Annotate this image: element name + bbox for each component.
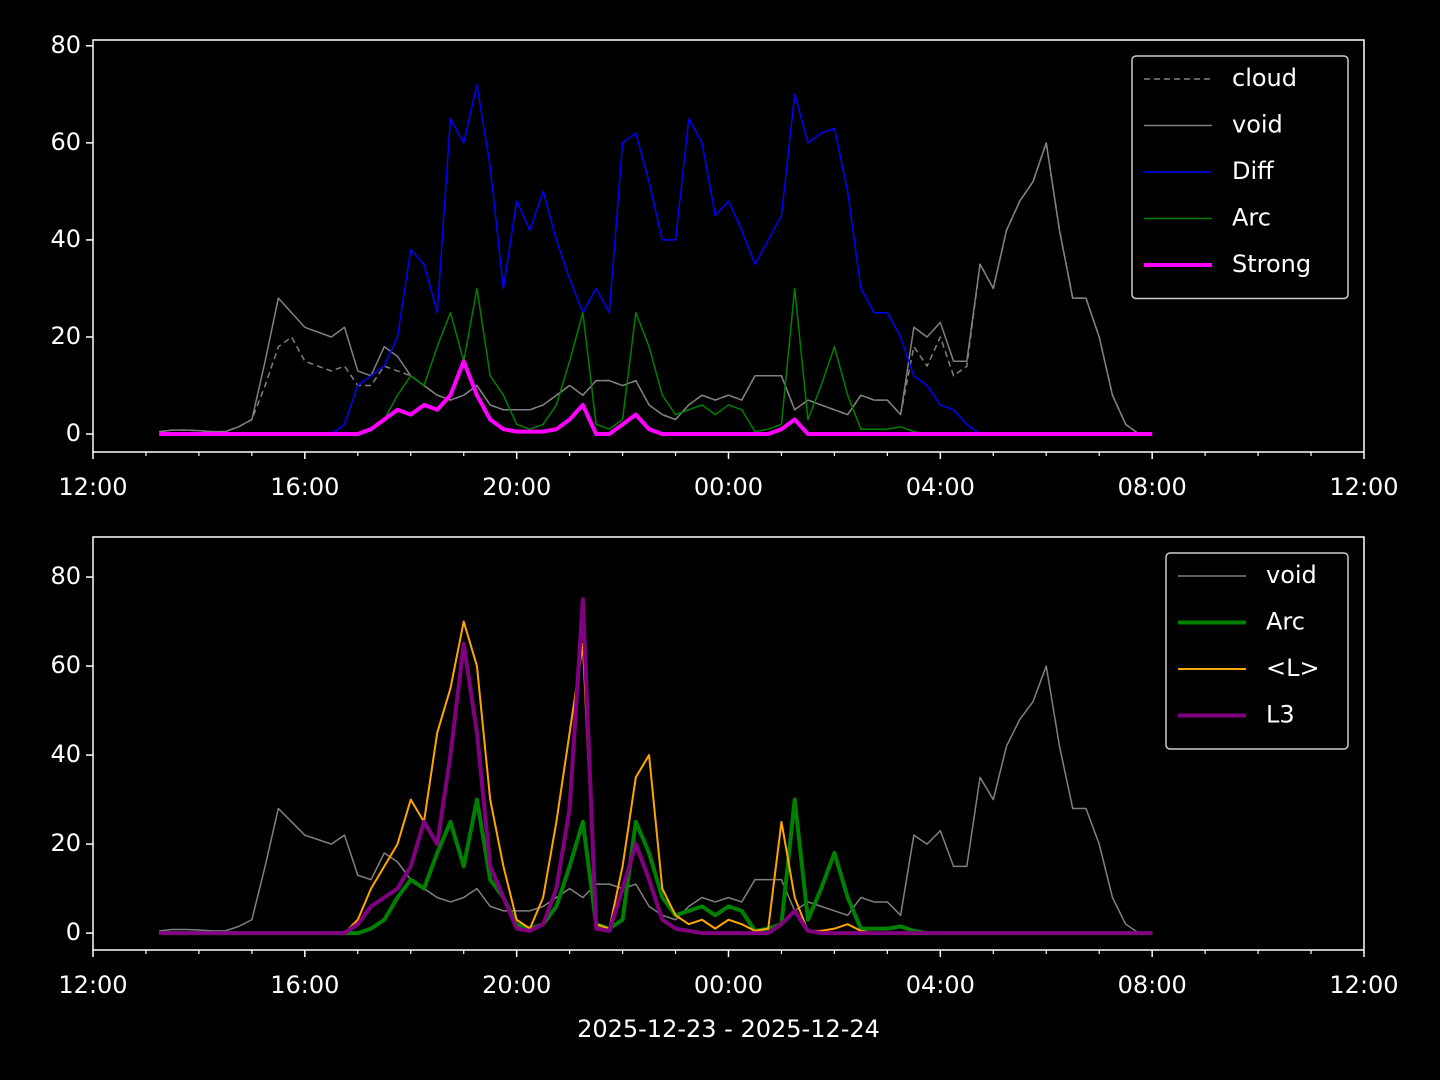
x-tick-label: 16:00	[270, 971, 339, 999]
series-line	[159, 359, 1153, 437]
y-tick-label: 40	[50, 740, 81, 768]
x-tick-label: 20:00	[482, 473, 551, 501]
y-tick-label: 60	[50, 651, 81, 679]
x-tick-label: 16:00	[270, 473, 339, 501]
legend-label: Arc	[1232, 204, 1271, 232]
legend-label: L3	[1266, 701, 1295, 729]
x-tick-label: 04:00	[906, 473, 975, 501]
x-tick-label: 00:00	[694, 473, 763, 501]
legend-box	[1131, 55, 1349, 300]
x-tick-label: 12:00	[1329, 473, 1398, 501]
x-tick-label: 12:00	[58, 473, 127, 501]
x-tick-label: 04:00	[906, 971, 975, 999]
y-tick-label: 0	[66, 419, 81, 447]
legend-label: Strong	[1232, 250, 1311, 278]
y-tick-label: 80	[50, 562, 81, 590]
y-tick-label: 40	[50, 225, 81, 253]
axes-frame	[92, 39, 1365, 453]
y-tick-label: 20	[50, 322, 81, 350]
series-line	[159, 665, 1153, 934]
x-tick-label: 20:00	[482, 971, 551, 999]
x-tick-label: 08:00	[1118, 473, 1187, 501]
legend-label: cloud	[1232, 64, 1297, 92]
series-line	[159, 597, 1153, 936]
y-tick-label: 0	[66, 918, 81, 946]
y-tick-label: 20	[50, 829, 81, 857]
legend-label: Arc	[1266, 608, 1305, 636]
x-tick-label: 12:00	[1329, 971, 1398, 999]
legend-box	[1165, 552, 1349, 750]
y-tick-label: 60	[50, 128, 81, 156]
axes-frame	[92, 536, 1365, 951]
legend-label: Diff	[1232, 157, 1274, 185]
legend-label: <L>	[1266, 654, 1320, 682]
series-line	[159, 142, 1153, 435]
legend-label: void	[1232, 111, 1283, 139]
x-axis-label: 2025-12-23 - 2025-12-24	[577, 1015, 880, 1043]
x-tick-label: 12:00	[58, 971, 127, 999]
x-tick-label: 00:00	[694, 971, 763, 999]
legend-label: void	[1266, 561, 1317, 589]
x-tick-label: 08:00	[1118, 971, 1187, 999]
y-tick-label: 80	[50, 31, 81, 59]
